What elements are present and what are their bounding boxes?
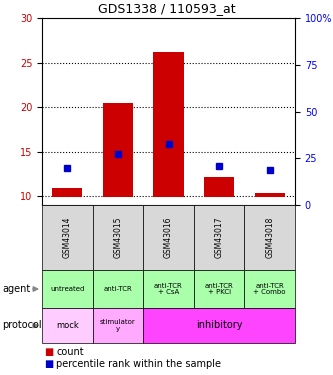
Bar <box>204 177 234 197</box>
Text: GSM43017: GSM43017 <box>214 217 223 258</box>
Text: mock: mock <box>56 321 79 330</box>
Bar <box>52 188 83 197</box>
Bar <box>103 103 133 197</box>
Text: GSM43014: GSM43014 <box>63 217 72 258</box>
Text: count: count <box>56 347 84 357</box>
Text: percentile rank within the sample: percentile rank within the sample <box>56 359 221 369</box>
Text: GSM43016: GSM43016 <box>164 217 173 258</box>
Text: anti-TCR: anti-TCR <box>104 286 132 292</box>
Text: untreated: untreated <box>50 286 85 292</box>
Text: ■: ■ <box>44 359 53 369</box>
Bar <box>254 194 285 197</box>
Text: GSM43015: GSM43015 <box>114 217 123 258</box>
Text: ■: ■ <box>44 347 53 357</box>
Text: GDS1338 / 110593_at: GDS1338 / 110593_at <box>98 2 235 15</box>
Text: stimulator
y: stimulator y <box>100 319 136 332</box>
Text: inhibitory: inhibitory <box>196 321 242 330</box>
Text: GSM43018: GSM43018 <box>265 217 274 258</box>
Text: agent: agent <box>2 284 30 294</box>
Text: anti-TCR
+ CsA: anti-TCR + CsA <box>154 282 183 296</box>
Text: anti-TCR
+ Combo: anti-TCR + Combo <box>253 282 286 296</box>
Text: protocol: protocol <box>2 321 42 330</box>
Text: anti-TCR
+ PKCi: anti-TCR + PKCi <box>205 282 233 296</box>
Bar <box>153 52 184 197</box>
